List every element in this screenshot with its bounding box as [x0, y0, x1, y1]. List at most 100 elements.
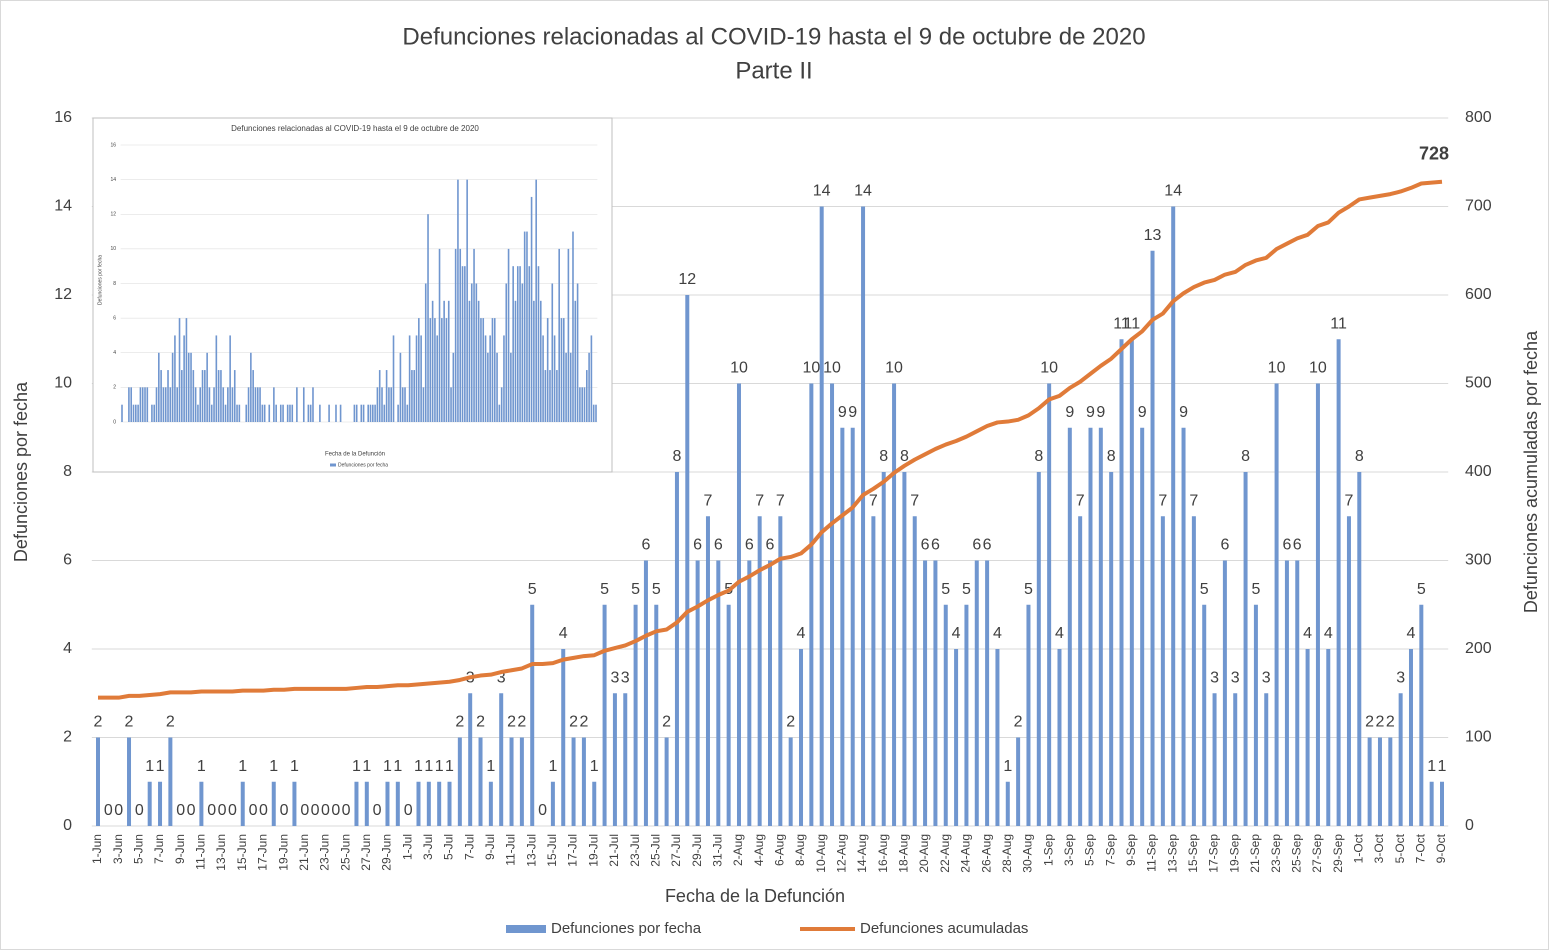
data-label: 10: [885, 360, 903, 377]
bar: [477, 300, 480, 422]
data-label: 7: [910, 492, 919, 509]
data-label: 0: [218, 802, 227, 819]
y-tick-label: 6: [113, 315, 116, 321]
bar: [374, 404, 376, 422]
bar: [549, 370, 551, 422]
y-axis-title: Defunciones por fecha: [11, 381, 31, 562]
bar: [933, 560, 938, 826]
x-tick-label: 27-Jul: [669, 834, 683, 867]
data-label: 14: [1164, 183, 1182, 200]
bar: [464, 266, 466, 422]
data-label: 1: [414, 758, 423, 775]
bar: [250, 352, 252, 422]
bar: [695, 560, 700, 826]
data-label: 11: [1124, 315, 1141, 332]
bar: [395, 781, 400, 826]
bar: [871, 516, 876, 826]
bar: [447, 300, 450, 422]
data-label: 7: [755, 492, 764, 509]
bar: [1160, 516, 1165, 826]
bar: [392, 335, 395, 422]
y-tick-label: 0: [113, 419, 116, 425]
bar: [592, 781, 597, 826]
bar: [1419, 604, 1424, 826]
bar: [231, 387, 234, 422]
data-label: 2: [517, 714, 526, 731]
bar: [985, 560, 990, 826]
legend-label: Defunciones acumuladas: [860, 920, 1028, 937]
bar: [496, 352, 498, 422]
bar: [1067, 427, 1072, 826]
x-tick-label: 26-Aug: [979, 834, 993, 873]
bar: [187, 352, 190, 422]
x-tick-label: 23-Jul: [628, 834, 642, 867]
data-label: 6: [931, 537, 940, 554]
bar: [378, 370, 381, 422]
bar: [1398, 693, 1403, 826]
bar: [259, 387, 261, 422]
bar: [457, 737, 462, 826]
bar: [204, 370, 206, 422]
bar: [861, 206, 866, 826]
bar: [480, 318, 482, 422]
data-label: 2: [455, 714, 464, 731]
x-tick-label: 13-Jul: [524, 834, 538, 867]
bar: [590, 335, 593, 422]
bar: [1098, 427, 1103, 826]
bar: [1295, 560, 1300, 826]
y-tick-label: 8: [63, 463, 72, 480]
data-label: 6: [983, 537, 992, 554]
bar: [309, 404, 312, 422]
x-tick-label: 3-Sep: [1062, 834, 1076, 866]
bar: [1222, 560, 1227, 826]
data-label: 1: [590, 758, 599, 775]
x-tick-label: 9-Sep: [1124, 834, 1138, 866]
bar: [747, 560, 752, 826]
x-tick-label: 29-Jun: [380, 834, 394, 871]
data-label: 4: [1407, 625, 1416, 642]
bar: [286, 404, 289, 422]
data-label: 1: [424, 758, 433, 775]
bar: [551, 283, 554, 422]
data-label: 1: [435, 758, 444, 775]
x-tick-label: 9-Jul: [483, 834, 497, 860]
x-tick-label: 5-Sep: [1083, 834, 1097, 866]
data-label: 1: [1003, 758, 1012, 775]
data-label: 1: [548, 758, 557, 775]
data-label: 0: [187, 802, 196, 819]
data-label: 1: [156, 758, 165, 775]
bar: [372, 404, 374, 422]
x-tick-label: 8-Aug: [793, 834, 807, 866]
x-tick-label: 15-Jul: [545, 834, 559, 867]
y-tick-label: 0: [63, 817, 72, 834]
data-label: 11: [1330, 315, 1347, 332]
legend-label: Defunciones por fecha: [551, 920, 702, 937]
bar: [473, 248, 475, 422]
bar: [484, 335, 487, 422]
y-tick-label: 14: [110, 177, 116, 183]
data-label: 8: [1034, 448, 1043, 465]
bar: [213, 387, 215, 422]
bar: [413, 370, 416, 422]
bar: [537, 266, 540, 422]
data-label: 6: [693, 537, 702, 554]
y2-tick-label: 400: [1465, 463, 1492, 480]
data-label: 6: [714, 537, 723, 554]
bar: [499, 693, 504, 826]
bar: [151, 404, 153, 422]
bar: [623, 693, 628, 826]
bar: [411, 370, 413, 422]
bar: [1202, 604, 1207, 826]
bar: [339, 404, 342, 422]
data-label: 2: [662, 714, 671, 731]
y2-tick-label: 0: [1465, 817, 1474, 834]
bar: [565, 352, 567, 422]
chart-title: Defunciones relacionadas al COVID-19 has…: [402, 23, 1145, 50]
bar: [256, 387, 259, 422]
bar: [1357, 472, 1362, 826]
bar: [160, 370, 162, 422]
x-tick-label: 11-Sep: [1145, 834, 1159, 872]
x-tick-label: 28-Aug: [1000, 834, 1014, 873]
x-tick-label: 27-Sep: [1310, 834, 1324, 873]
x-tick-label: 5-Oct: [1393, 833, 1407, 863]
